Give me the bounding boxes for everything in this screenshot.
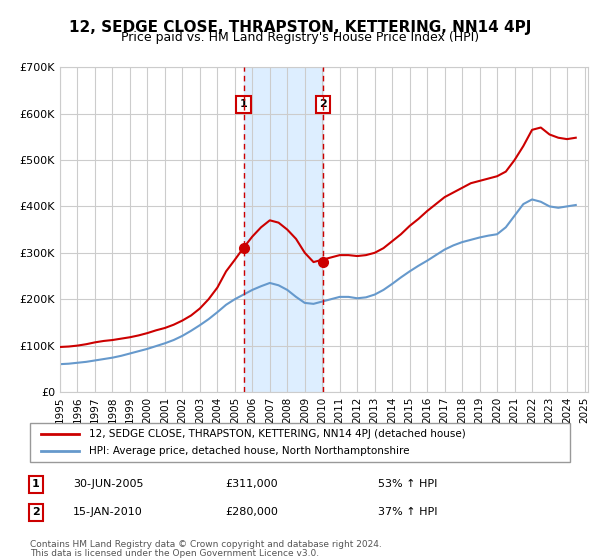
Text: 30-JUN-2005: 30-JUN-2005 [73,479,143,489]
Text: 53% ↑ HPI: 53% ↑ HPI [379,479,437,489]
Text: Contains HM Land Registry data © Crown copyright and database right 2024.: Contains HM Land Registry data © Crown c… [30,540,382,549]
Text: 15-JAN-2010: 15-JAN-2010 [73,507,143,517]
Text: 37% ↑ HPI: 37% ↑ HPI [378,507,438,517]
Text: 2: 2 [319,99,327,109]
Text: 12, SEDGE CLOSE, THRAPSTON, KETTERING, NN14 4PJ (detached house): 12, SEDGE CLOSE, THRAPSTON, KETTERING, N… [89,429,466,439]
FancyBboxPatch shape [30,423,570,462]
Text: 1: 1 [240,99,247,109]
Text: This data is licensed under the Open Government Licence v3.0.: This data is licensed under the Open Gov… [30,549,319,558]
Text: £280,000: £280,000 [226,507,278,517]
Bar [244,67,323,392]
Text: 1: 1 [32,479,40,489]
Text: 2: 2 [32,507,40,517]
Text: Price paid vs. HM Land Registry's House Price Index (HPI): Price paid vs. HM Land Registry's House … [121,31,479,44]
Text: £311,000: £311,000 [226,479,278,489]
Text: 12, SEDGE CLOSE, THRAPSTON, KETTERING, NN14 4PJ: 12, SEDGE CLOSE, THRAPSTON, KETTERING, N… [69,20,531,35]
Text: HPI: Average price, detached house, North Northamptonshire: HPI: Average price, detached house, Nort… [89,446,410,456]
